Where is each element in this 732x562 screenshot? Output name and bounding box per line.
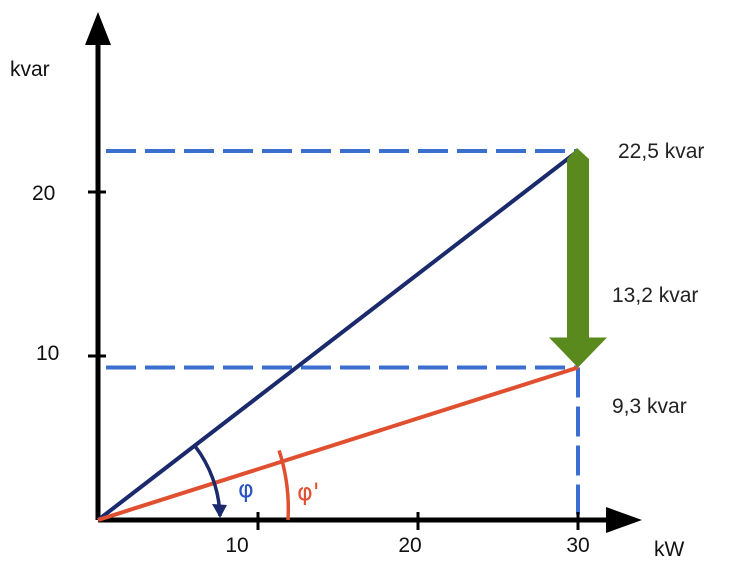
x-axis-ticks (256, 512, 580, 530)
x-tick-label-20: 20 (398, 534, 421, 557)
vector-after-compensation (97, 365, 579, 522)
annotation-9-3-kvar: 9,3 kvar (612, 395, 687, 418)
x-axis-arrowhead (606, 507, 642, 533)
phi-prime-label: φ' (297, 478, 319, 506)
phi-label: φ (238, 475, 254, 503)
x-axis-label: kW (654, 538, 685, 561)
vector-before-compensation (96, 149, 580, 522)
y-axis-label: kvar (10, 58, 50, 81)
y-tick-label-20: 20 (32, 182, 55, 205)
annotation-13-2-kvar: 13,2 kvar (612, 284, 698, 307)
y-axis-ticks (88, 190, 106, 358)
x-tick-label-30: 30 (566, 534, 589, 557)
x-tick-label-10: 10 (225, 534, 248, 557)
y-axis-arrowhead (85, 12, 111, 45)
compensation-arrow (549, 148, 607, 368)
angle-phi-prime-arc (277, 449, 291, 521)
angle-phi-arrowhead (212, 504, 227, 518)
y-tick-label-10: 10 (36, 342, 59, 365)
annotation-22-5-kvar: 22,5 kvar (618, 140, 704, 163)
